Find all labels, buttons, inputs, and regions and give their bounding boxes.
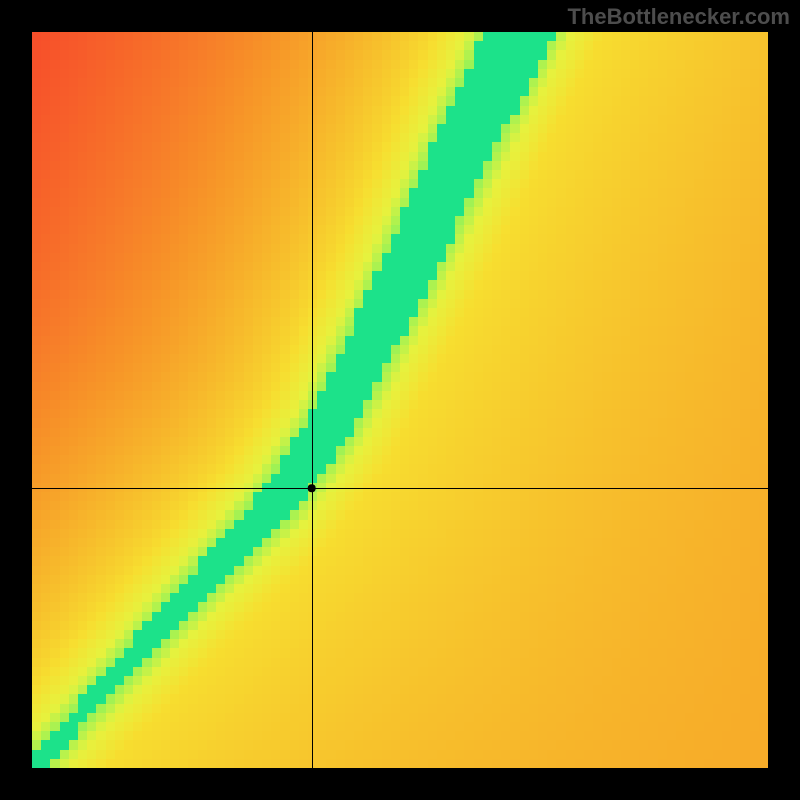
chart-frame: TheBottlenecker.com [0, 0, 800, 800]
bottleneck-heatmap [32, 32, 768, 768]
watermark-text: TheBottlenecker.com [567, 4, 790, 30]
